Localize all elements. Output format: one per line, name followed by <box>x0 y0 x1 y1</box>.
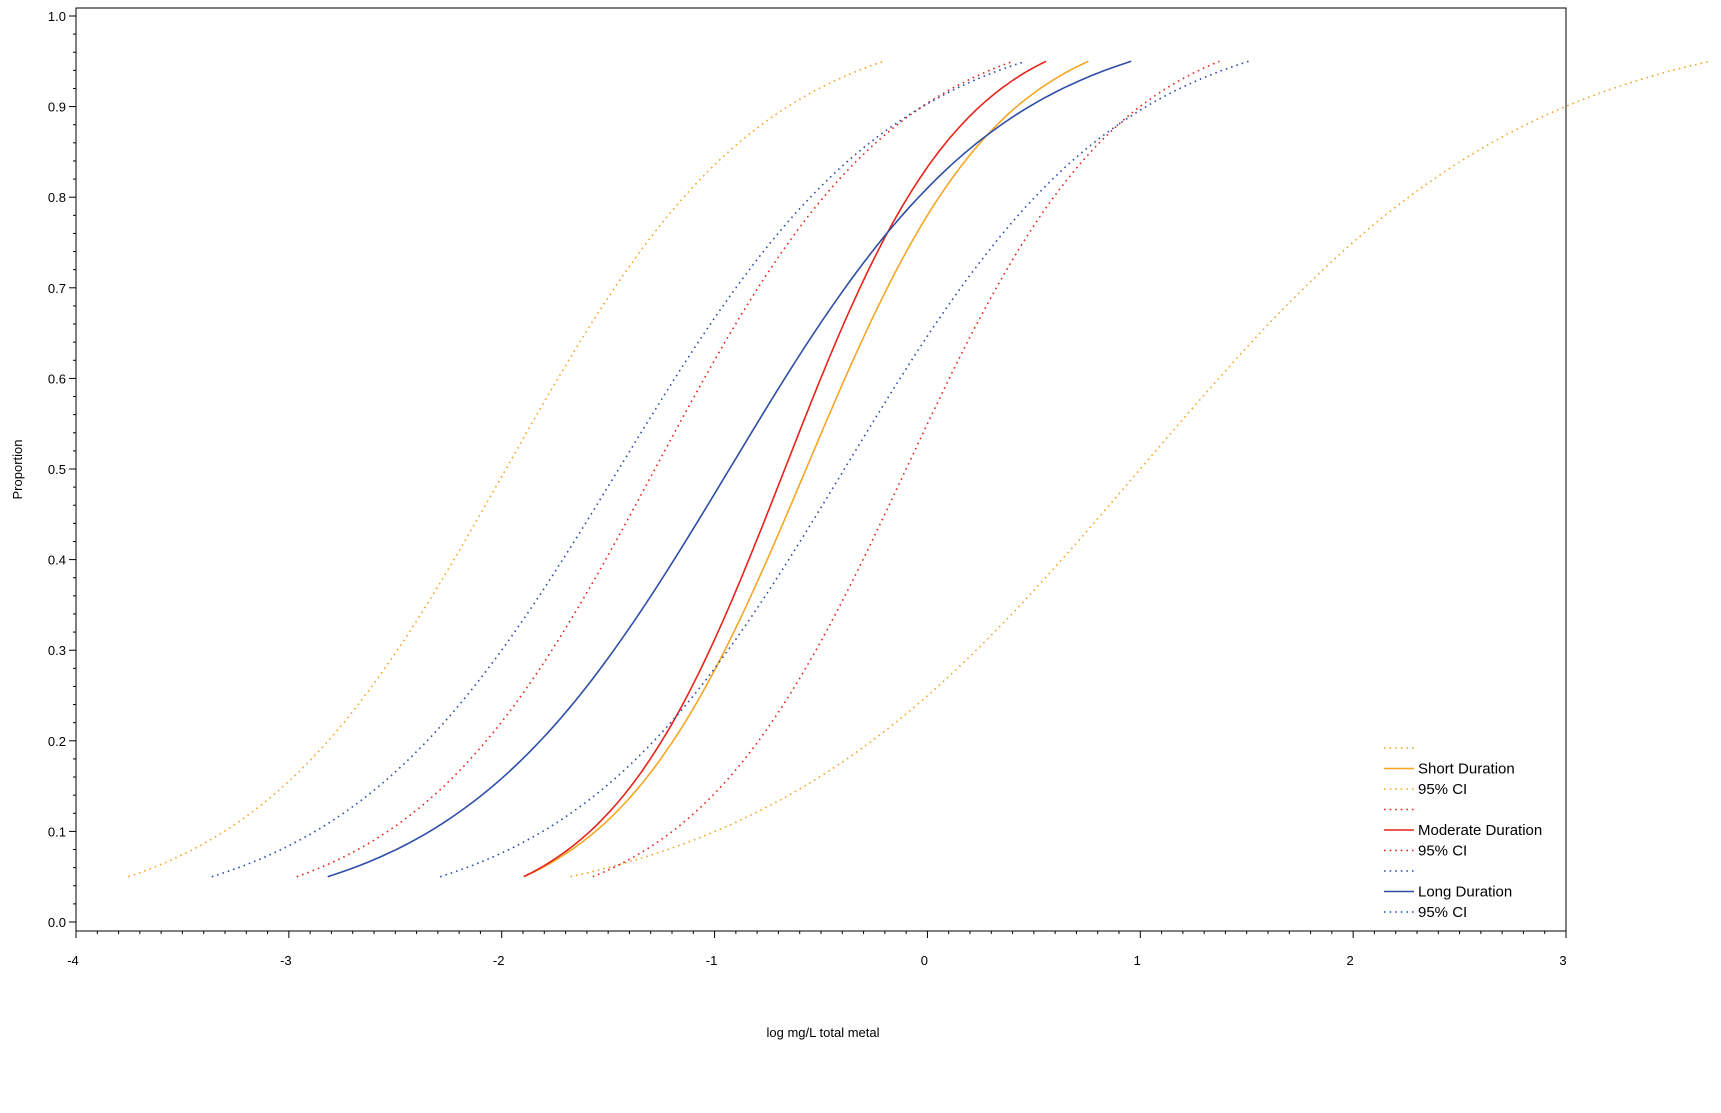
y-tick-label: 0.9 <box>48 100 66 115</box>
legend-label: 95% CI <box>1418 843 1467 860</box>
legend-label: 95% CI <box>1418 904 1467 921</box>
y-tick-label: 0.4 <box>48 553 66 568</box>
legend-label: 95% CI <box>1418 781 1467 798</box>
series-moderate-duration-line-3 <box>523 60 1047 878</box>
plot-area-frame <box>75 7 1567 932</box>
x-tick-label: 0 <box>921 953 928 968</box>
legend-label: Moderate Duration <box>1418 822 1542 839</box>
series-long-duration-line-6 <box>327 60 1132 878</box>
series-95-ci-line-8 <box>439 60 1250 878</box>
x-axis-title: log mg/L total metal <box>767 1025 880 1040</box>
y-tick-label: 0.6 <box>48 371 66 386</box>
y-tick-label: 0.8 <box>48 190 66 205</box>
y-tick-label: 0.1 <box>48 824 66 839</box>
legend: Short Duration 95% CI Moderate Duration 95%… <box>1384 747 1542 921</box>
series-95-ci-line-2 <box>570 60 1711 878</box>
legend-label: Short Duration <box>1418 761 1515 778</box>
x-tick-label: -3 <box>280 953 292 968</box>
series-95-ci-line-5 <box>592 60 1220 878</box>
x-tick-label: 1 <box>1134 953 1141 968</box>
y-tick-label: 0.2 <box>48 734 66 749</box>
series-95-ci-line-7 <box>211 60 1027 878</box>
x-tick-label: 3 <box>1559 953 1566 968</box>
x-tick-label: -4 <box>67 953 79 968</box>
y-tick-label: 0.5 <box>48 462 66 477</box>
x-tick-label: -1 <box>706 953 718 968</box>
legend-label: Long Duration <box>1418 884 1512 901</box>
y-tick-label: 0.7 <box>48 281 66 296</box>
series-95-ci-line-1 <box>128 60 884 878</box>
x-tick-label: 2 <box>1347 953 1354 968</box>
y-axis-ticks: 0.0 0.1 0.2 0.3 0.4 0.5 0.6 0.7 0.8 0.9 1.0 <box>48 9 76 930</box>
series-short-duration-line-0 <box>523 60 1089 878</box>
x-axis-ticks: -4 -3 -2 -1 0 1 2 3 <box>67 931 1567 968</box>
y-tick-label: 1.0 <box>48 9 66 24</box>
x-tick-label: -2 <box>493 953 505 968</box>
y-tick-label: 0.3 <box>48 643 66 658</box>
y-axis-title: Proportion <box>10 440 25 500</box>
plot-curves <box>128 60 1711 878</box>
y-tick-label: 0.0 <box>48 915 66 930</box>
